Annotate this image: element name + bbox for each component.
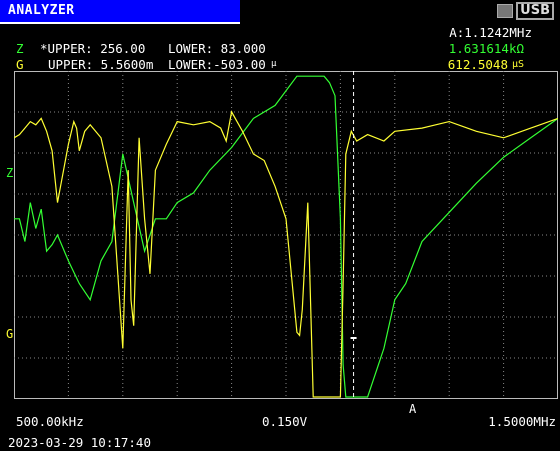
signal-level: 0.150V [262,414,308,429]
stop-frequency: 1.5000MHz [488,414,556,429]
g-value: 612.5048 [447,57,508,72]
g-axis-marker: G [6,327,14,341]
impedance-plot [14,71,558,399]
usb-label: USB [516,2,554,20]
usb-icon [497,4,514,18]
usb-indicator: USB [497,2,554,20]
plot-grid [14,71,558,399]
marker-frequency: A:1.1242MHz [449,25,532,40]
g-lower-limit: LOWER:-503.00 [168,57,266,72]
z-upper-limit: *UPPER: 256.00 [40,41,146,56]
marker-a-point [350,337,357,339]
z-letter: Z [16,41,24,56]
start-frequency: 500.00kHz [16,414,84,429]
window-title: ANALYZER [8,3,75,18]
g-upper-limit: UPPER: 5.5600m [48,57,154,72]
z-axis-marker: Z [6,166,14,180]
title-bar: ANALYZER [0,0,240,24]
timestamp: 2023-03-29 10:17:40 [8,435,151,450]
g-value-unit: μS [511,59,524,70]
cursor-marker-label: A [409,402,417,416]
z-trace [14,75,558,398]
g-letter: G [16,57,24,72]
z-value: 1.631614kΩ [448,41,524,56]
z-lower-limit: LOWER: 83.000 [168,41,266,56]
g-trace [14,110,558,398]
g-lower-unit: μ [271,59,277,69]
